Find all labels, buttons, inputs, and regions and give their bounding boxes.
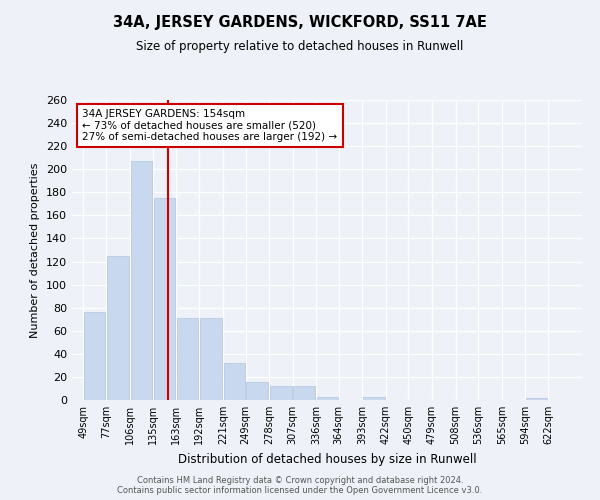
X-axis label: Distribution of detached houses by size in Runwell: Distribution of detached houses by size … bbox=[178, 452, 476, 466]
Bar bbox=[84, 312, 105, 400]
Bar bbox=[177, 318, 199, 400]
Bar bbox=[154, 198, 175, 400]
Bar bbox=[526, 398, 547, 400]
Bar bbox=[131, 161, 152, 400]
Bar bbox=[363, 396, 385, 400]
Bar bbox=[107, 256, 128, 400]
Text: Contains HM Land Registry data © Crown copyright and database right 2024.
Contai: Contains HM Land Registry data © Crown c… bbox=[118, 476, 482, 495]
Bar bbox=[247, 382, 268, 400]
Bar bbox=[224, 363, 245, 400]
Bar bbox=[293, 386, 315, 400]
Bar bbox=[270, 386, 292, 400]
Text: 34A JERSEY GARDENS: 154sqm
← 73% of detached houses are smaller (520)
27% of sem: 34A JERSEY GARDENS: 154sqm ← 73% of deta… bbox=[82, 109, 337, 142]
Y-axis label: Number of detached properties: Number of detached properties bbox=[31, 162, 40, 338]
Bar bbox=[200, 318, 222, 400]
Text: Size of property relative to detached houses in Runwell: Size of property relative to detached ho… bbox=[136, 40, 464, 53]
Bar bbox=[317, 396, 338, 400]
Text: 34A, JERSEY GARDENS, WICKFORD, SS11 7AE: 34A, JERSEY GARDENS, WICKFORD, SS11 7AE bbox=[113, 15, 487, 30]
